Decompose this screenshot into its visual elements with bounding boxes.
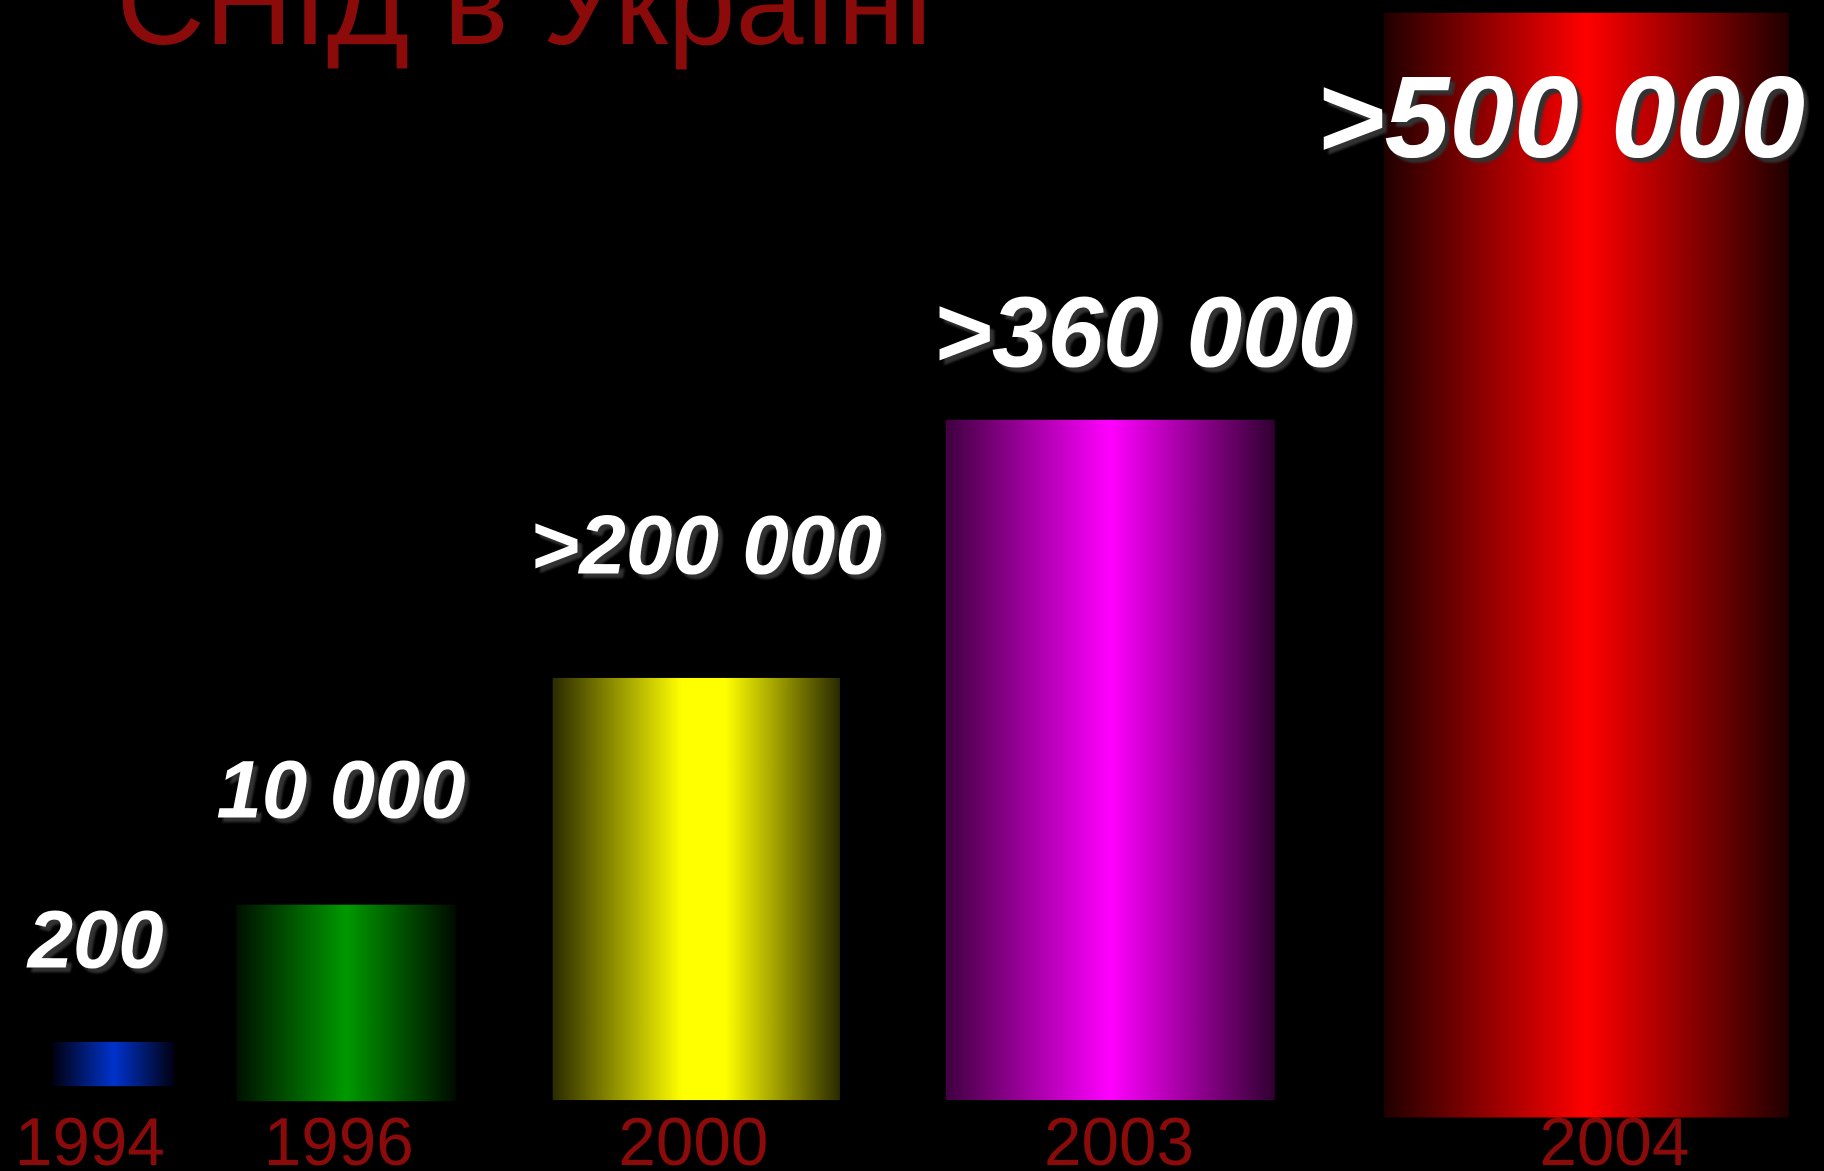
year-label: 2000 xyxy=(618,1105,768,1171)
bar-label: 200 xyxy=(26,894,164,985)
title: СНІД в Україні xyxy=(117,0,932,70)
bar xyxy=(1384,12,1789,1118)
year-label: 1996 xyxy=(264,1105,414,1171)
bar-label: 10 000 xyxy=(217,744,466,835)
bar xyxy=(52,1041,175,1087)
items: 200 1994 10 000 1996 >200 000 2000 >360 000 200… xyxy=(15,12,1805,1171)
bar xyxy=(552,677,840,1101)
bar xyxy=(945,419,1275,1101)
year-label: 2003 xyxy=(1044,1105,1194,1171)
bar-label: >200 000 xyxy=(530,497,882,591)
year-label: 2004 xyxy=(1539,1105,1689,1171)
year-label: 1994 xyxy=(15,1105,165,1171)
bar-label: >500 000 xyxy=(1317,52,1805,182)
bar xyxy=(236,904,457,1102)
bar-label: >360 000 xyxy=(933,276,1353,388)
